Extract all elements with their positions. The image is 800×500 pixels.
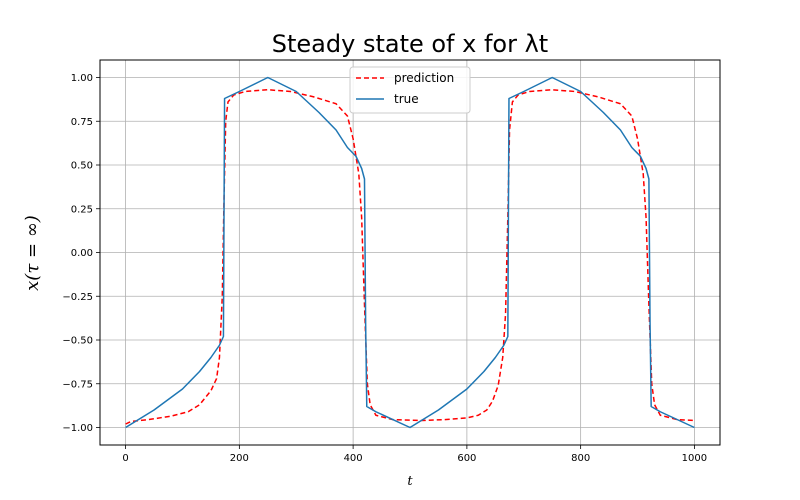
legend: prediction true — [349, 66, 471, 114]
legend-label-true: true — [394, 92, 419, 106]
series-line-true — [125, 76, 695, 429]
x-tick-label: 800 — [571, 453, 590, 464]
y-tick-label: −0.25 — [62, 292, 93, 303]
y-tick-label: 0.25 — [71, 204, 93, 215]
y-tick-label: −1.00 — [62, 423, 93, 434]
x-tick-label: 400 — [344, 453, 363, 464]
x-tick-label: 200 — [230, 453, 249, 464]
y-tick-label: 0.75 — [71, 117, 93, 128]
x-tick-label: 600 — [457, 453, 476, 464]
legend-label-prediction: prediction — [394, 71, 454, 85]
y-tick-label: 0.50 — [71, 161, 93, 172]
chart-title: Steady state of x for λt — [272, 30, 548, 58]
ticks: 0 200 400 600 800 1000 −1.00 −0.75 −0.50 −0.25 0.0… — [62, 73, 707, 464]
series-line-prediction — [125, 89, 695, 425]
y-axis-title: x(τ = ∞) — [22, 215, 43, 291]
series-layer — [125, 76, 695, 429]
x-tick-label: 1000 — [682, 453, 707, 464]
y-tick-label: 1.00 — [71, 73, 93, 84]
y-tick-label: 0.00 — [71, 248, 93, 259]
y-tick-label: −0.75 — [62, 379, 93, 390]
x-tick-label: 0 — [122, 453, 128, 464]
y-tick-label: −0.50 — [62, 336, 93, 347]
x-axis-title: t — [407, 474, 413, 489]
